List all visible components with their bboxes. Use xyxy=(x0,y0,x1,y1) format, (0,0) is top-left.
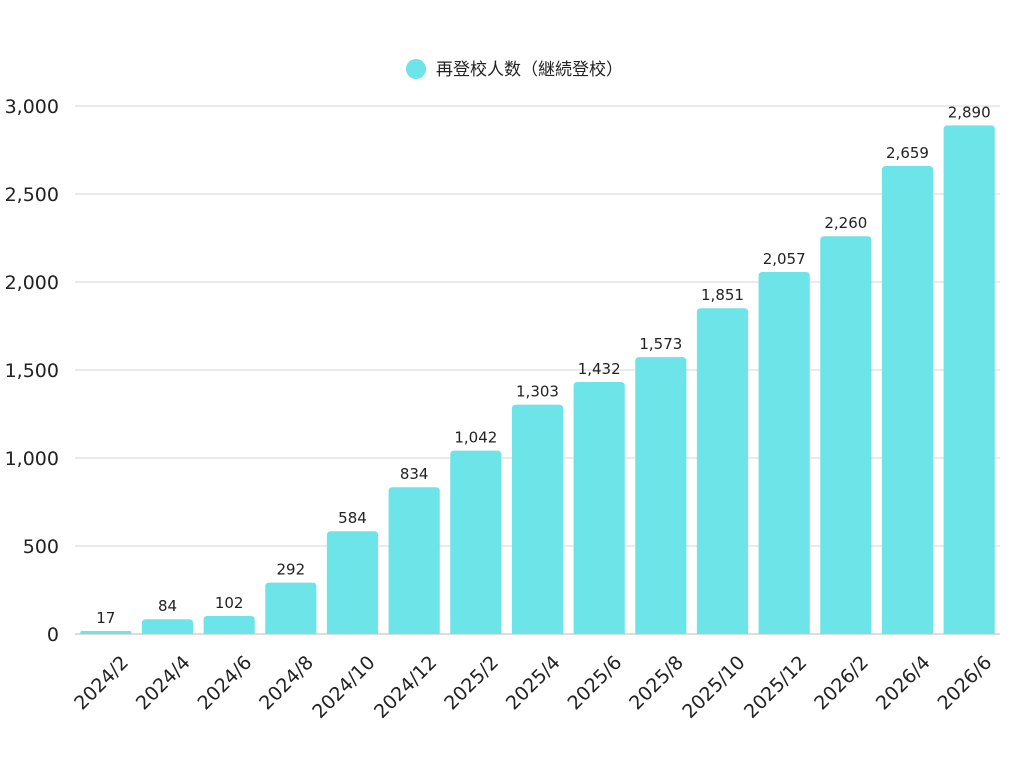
data-label: 1,303 xyxy=(516,383,559,401)
legend-label: 再登校人数（継続登校） xyxy=(436,60,623,80)
data-label: 2,057 xyxy=(763,250,806,268)
data-label: 584 xyxy=(338,509,367,527)
bar xyxy=(80,631,132,634)
bar xyxy=(573,381,625,634)
data-label: 17 xyxy=(96,609,115,627)
data-labels: 17 84 102 292 584 834 1,042 1,303 1,432 1,573 1,85… xyxy=(96,103,990,627)
x-tick-label: 2024/10 xyxy=(308,652,379,723)
data-label: 2,260 xyxy=(824,214,867,232)
x-tick-label: 2025/12 xyxy=(740,652,811,723)
y-tick-label: 2,000 xyxy=(5,272,59,294)
x-tick-label: 2026/4 xyxy=(872,652,935,715)
y-tick-label: 1,500 xyxy=(5,360,59,382)
x-tick-label: 2025/2 xyxy=(440,652,503,715)
x-tick-label: 2024/2 xyxy=(70,652,133,715)
x-tick-label: 2024/8 xyxy=(255,652,318,715)
y-tick-label: 2,500 xyxy=(5,184,59,206)
bar xyxy=(696,308,749,634)
y-tick-label: 0 xyxy=(47,624,59,646)
data-label: 1,432 xyxy=(578,360,621,378)
y-axis: 0 500 1,000 1,500 2,000 2,500 3,000 xyxy=(5,96,59,646)
data-label: 2,890 xyxy=(948,103,991,121)
bar xyxy=(326,531,379,634)
data-label: 834 xyxy=(400,465,429,483)
bar xyxy=(511,404,564,634)
data-label: 2,659 xyxy=(886,144,929,162)
data-label: 102 xyxy=(215,594,244,612)
x-tick-label: 2024/4 xyxy=(132,652,195,715)
x-tick-label: 2025/8 xyxy=(625,652,688,715)
bar xyxy=(265,582,317,634)
y-tick-label: 3,000 xyxy=(5,96,59,118)
bar xyxy=(388,487,440,634)
bars xyxy=(80,125,995,635)
y-tick-label: 500 xyxy=(23,536,59,558)
x-tick-label: 2025/4 xyxy=(502,652,565,715)
x-axis: 2024/22024/42024/62024/82024/102024/1220… xyxy=(70,652,996,723)
legend-swatch xyxy=(406,59,426,79)
x-tick-label: 2026/2 xyxy=(810,652,873,715)
x-tick-label: 2024/6 xyxy=(193,652,256,715)
data-label: 1,573 xyxy=(639,335,682,353)
y-tick-label: 1,000 xyxy=(5,448,59,470)
bar xyxy=(820,236,872,635)
data-label: 1,042 xyxy=(454,429,497,447)
x-tick-label: 2026/6 xyxy=(933,652,996,715)
x-tick-label: 2025/10 xyxy=(678,652,749,723)
bar xyxy=(758,271,810,634)
x-tick-label: 2025/6 xyxy=(563,652,626,715)
legend: 再登校人数（継続登校） xyxy=(406,59,623,80)
x-tick-label: 2024/12 xyxy=(370,652,441,723)
bar xyxy=(881,166,934,635)
data-label: 1,851 xyxy=(701,286,744,304)
data-label: 292 xyxy=(277,561,306,579)
bar xyxy=(141,619,194,634)
bar xyxy=(450,450,502,634)
data-label: 84 xyxy=(158,597,177,615)
bar xyxy=(943,125,995,635)
bar xyxy=(635,357,687,634)
bar xyxy=(203,616,255,634)
